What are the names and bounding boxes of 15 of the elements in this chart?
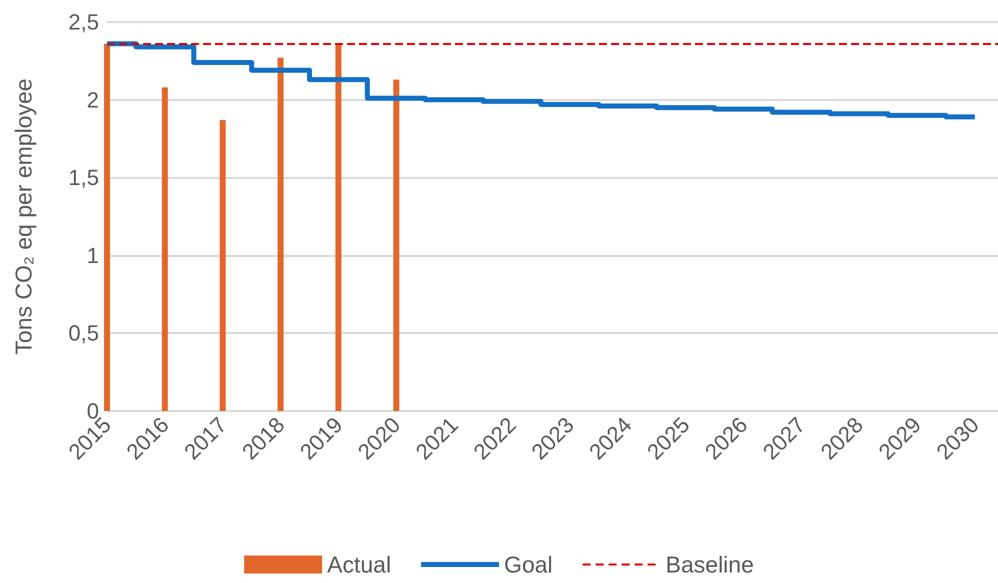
legend-label: Actual	[327, 552, 392, 578]
bar	[335, 44, 342, 411]
y-tick-label: 0,5	[68, 320, 99, 346]
legend-label: Goal	[504, 552, 553, 578]
bar	[220, 120, 226, 411]
y-tick-label: 2	[86, 87, 99, 112]
bar	[278, 58, 284, 411]
y-tick-label: 1	[86, 242, 99, 268]
y-tick-label: 2,5	[68, 10, 99, 34]
bar	[393, 80, 400, 411]
bar	[162, 87, 168, 411]
legend-label: Baseline	[666, 552, 754, 578]
y-axis-title: Tons CO₂ eq per employee	[10, 78, 36, 355]
bar	[104, 44, 110, 411]
y-tick-label: 1,5	[68, 165, 99, 190]
